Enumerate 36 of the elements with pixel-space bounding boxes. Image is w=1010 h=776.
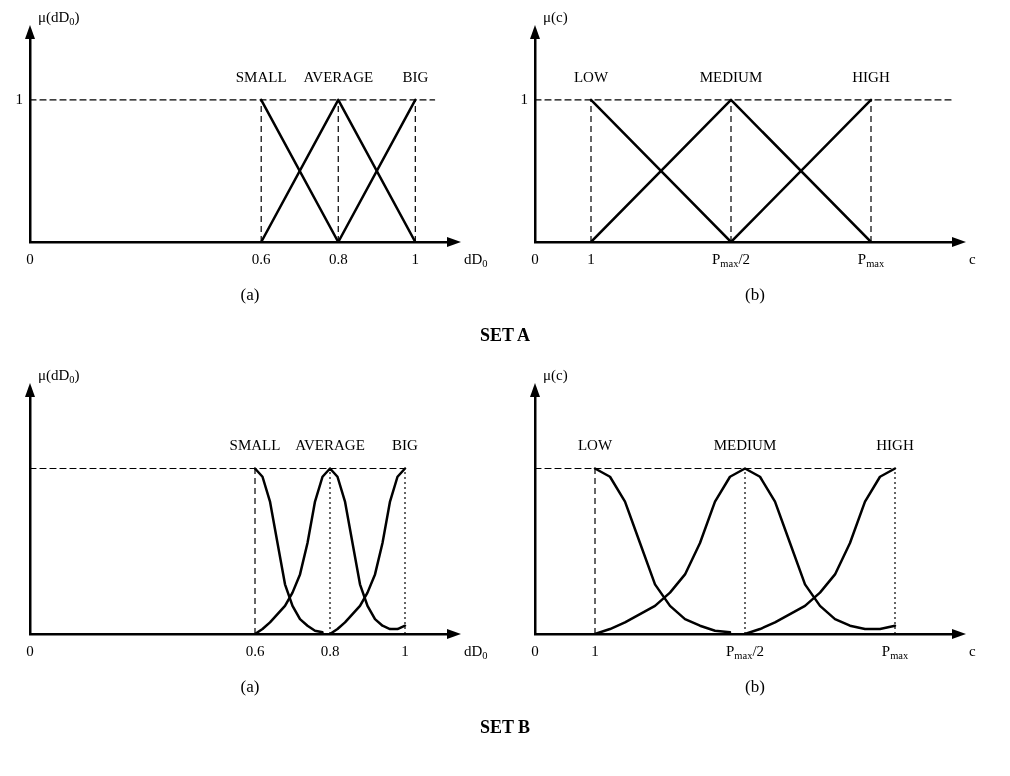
series-label: AVERAGE — [303, 68, 374, 85]
x-axis-title: c — [969, 642, 976, 659]
x-tick-label: 0.6 — [251, 250, 272, 267]
x-tick-label: 1 — [401, 642, 409, 659]
x-tick-label: 0 — [531, 642, 539, 659]
text: (a) — [240, 676, 260, 698]
y-axis-title: μ(c) — [543, 366, 568, 384]
series-label: MEDIUM — [699, 68, 763, 85]
x-tick-label: 0.8 — [320, 642, 340, 659]
series-label: SMALL — [235, 68, 287, 85]
series-label: BIG — [392, 437, 419, 454]
x-tick-label: 0 — [531, 250, 539, 267]
text: 1 — [520, 90, 528, 107]
x-tick-label: 1 — [411, 250, 420, 267]
series-label: LOW — [573, 68, 609, 85]
text: (b) — [745, 284, 765, 306]
text: SET B — [479, 717, 531, 737]
x-tick-label: 0 — [26, 642, 34, 659]
x-tick-label: 0 — [26, 250, 34, 267]
series-label: SMALL — [229, 437, 281, 454]
x-tick-label: 0.6 — [245, 642, 265, 659]
x-tick-label: 0.8 — [328, 250, 348, 267]
x-tick-label: 1 — [587, 250, 595, 267]
series-label: HIGH — [852, 68, 890, 85]
series-label: MEDIUM — [713, 437, 777, 454]
x-tick-label: 1 — [591, 642, 599, 659]
text: (b) — [745, 676, 765, 698]
series-label: AVERAGE — [295, 437, 365, 454]
text: SET A — [479, 325, 531, 345]
text: 1 — [15, 90, 23, 107]
series-label: BIG — [402, 68, 429, 85]
series-label: HIGH — [876, 437, 914, 454]
series-label: LOW — [577, 437, 613, 454]
y-axis-title: μ(c) — [543, 8, 568, 26]
text: (a) — [240, 284, 260, 306]
x-axis-title: c — [969, 250, 976, 267]
